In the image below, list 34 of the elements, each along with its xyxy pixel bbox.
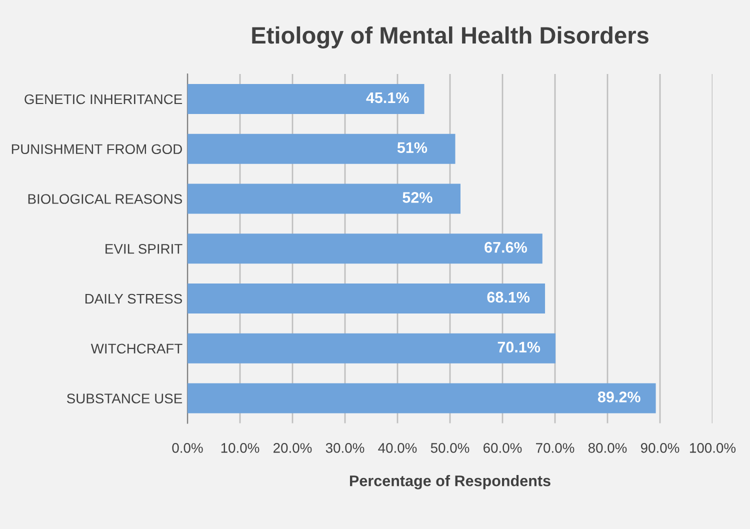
x-tick-label: 100.0%	[690, 443, 736, 453]
bar	[188, 134, 456, 164]
bar	[188, 184, 460, 214]
y-tick-label: SUBSTANCE USE	[66, 394, 182, 404]
data-label: 67.6%	[484, 242, 527, 253]
x-axis-title: Percentage of Respondents	[350, 475, 550, 490]
y-tick-label: DAILY STRESS	[85, 294, 182, 304]
x-tick-label: 20.0%	[274, 443, 312, 453]
bar	[188, 284, 546, 314]
bar	[188, 333, 556, 364]
x-tick-label: 50.0%	[430, 443, 470, 453]
y-tick-label: WITCHCRAFT	[90, 344, 182, 354]
data-label: 52%	[402, 192, 432, 203]
x-tick-label: 0.0%	[172, 443, 203, 453]
x-tick-label: 10.0%	[221, 443, 260, 453]
data-label: 68.1%	[487, 292, 530, 303]
y-tick-label: BIOLOGICAL REASONS	[28, 194, 182, 204]
data-label: 45.1%	[366, 92, 409, 104]
y-tick-label: EVIL SPIRIT	[106, 244, 182, 254]
bar	[188, 234, 542, 264]
x-tick-label: 40.0%	[378, 443, 417, 453]
x-tick-label: 80.0%	[588, 443, 627, 453]
bar	[188, 383, 656, 414]
x-tick-label: 30.0%	[326, 443, 364, 453]
bar	[188, 84, 424, 114]
x-tick-label: 60.0%	[484, 443, 522, 453]
x-tick-label: 70.0%	[536, 443, 574, 453]
data-label: 51%	[397, 142, 428, 153]
chart-title: Etiology of Mental Health Disorders	[252, 26, 648, 49]
x-tick-label: 90.0%	[640, 443, 680, 453]
data-label: 89.2%	[598, 392, 640, 402]
y-tick-label: GENETIC INHERITANCE	[24, 94, 182, 104]
data-label: 70.1%	[498, 342, 540, 352]
y-tick-label: PUNISHMENT FROM GOD	[12, 144, 182, 154]
